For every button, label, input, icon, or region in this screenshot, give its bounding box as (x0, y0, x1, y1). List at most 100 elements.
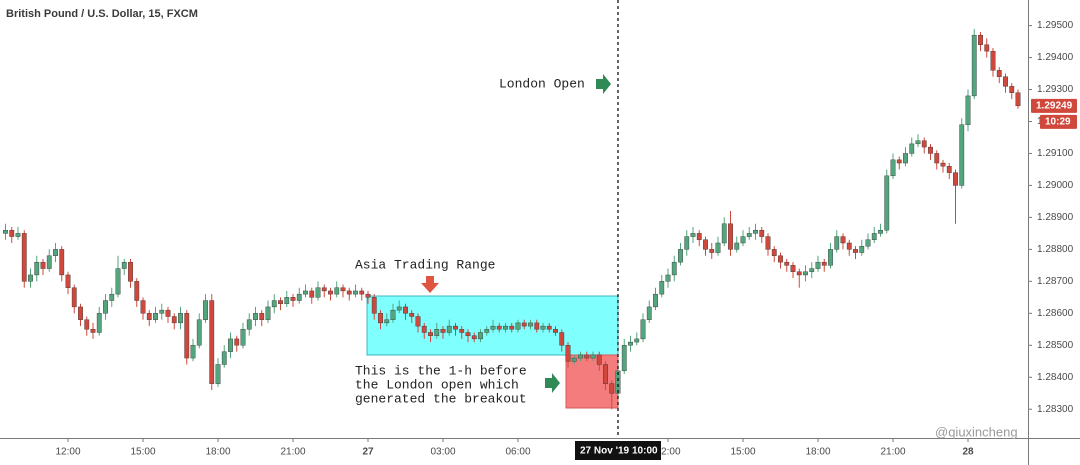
candle-body (771, 249, 777, 256)
candle-body (778, 255, 783, 263)
candle-body (246, 319, 252, 330)
candle-body (503, 325, 508, 330)
candle-body (946, 166, 952, 173)
candle-body (190, 345, 196, 359)
candle-body (165, 309, 171, 317)
candle-body (184, 313, 190, 359)
candle-body (303, 290, 308, 295)
candle-body (528, 322, 533, 327)
candle-body (628, 341, 633, 346)
candle-body (896, 159, 902, 164)
candle-body (540, 325, 546, 330)
candle-body (903, 153, 908, 164)
candle-body (865, 239, 871, 247)
candle-body (109, 293, 115, 301)
candle-body (134, 281, 140, 301)
candle-body (678, 249, 683, 263)
candle-body (446, 325, 452, 333)
candle-body (46, 255, 52, 269)
candle-body (9, 229, 15, 237)
candle-body (996, 70, 1002, 77)
candle-body (146, 313, 152, 320)
candle-body (640, 319, 646, 340)
candle-body (90, 329, 96, 333)
countdown-tag (1040, 114, 1077, 129)
candle-body (784, 261, 790, 266)
candle-body (809, 268, 815, 272)
candle-body (921, 140, 927, 148)
candle-body (603, 364, 608, 384)
candle-body (115, 268, 121, 295)
candle-body (753, 229, 758, 234)
candle-body (384, 319, 390, 324)
x-tick-label: 18:00 (205, 447, 230, 458)
candle-body (334, 287, 340, 295)
x-tick-label: 12:00 (55, 447, 80, 458)
candle-body (984, 44, 990, 52)
candle-body (521, 322, 527, 327)
candle-body (221, 351, 227, 365)
candle-body (884, 175, 890, 231)
price-tag-label: 1.29249 (1036, 100, 1073, 111)
candle-body (296, 293, 302, 301)
crosshair-tag (575, 441, 661, 460)
candle-body (934, 153, 940, 164)
candle-body (103, 300, 108, 314)
x-tick-label: 06:00 (505, 447, 530, 458)
asia-range-label: Asia Trading Range (355, 257, 495, 272)
x-tick-label: 27 (362, 447, 374, 458)
candle-body (590, 354, 596, 359)
candle-body (53, 249, 58, 256)
candle-body (653, 293, 658, 308)
candle-body (534, 322, 540, 330)
y-tick-label: 1.29000 (1037, 180, 1074, 191)
candle-body (759, 229, 765, 237)
candle-body (346, 290, 352, 295)
candle-body (565, 345, 571, 362)
candle-body (646, 306, 652, 320)
candle-body (915, 140, 921, 145)
candle-body (746, 233, 752, 237)
breakout-note-line: generated the breakout (355, 391, 527, 406)
candle-body (665, 274, 671, 282)
candle-body (621, 345, 627, 372)
candle-body (290, 297, 296, 301)
candle-body (671, 261, 677, 276)
candle-body (834, 236, 840, 250)
candle-body (371, 297, 377, 314)
candle-body (196, 319, 202, 346)
candle-body (359, 290, 365, 295)
candle-body (284, 297, 290, 304)
candle-body (734, 242, 740, 250)
candle-body (584, 354, 590, 359)
candle-body (796, 271, 802, 276)
candle-body (634, 338, 640, 343)
breakout-note-line: This is the 1-h before (355, 363, 527, 378)
candle-body (228, 338, 233, 352)
y-tick-label: 1.28500 (1037, 340, 1074, 351)
candle-body (515, 322, 521, 330)
candle-body (340, 287, 346, 292)
y-tick-label: 1.29100 (1037, 148, 1074, 159)
candle-body (546, 325, 552, 330)
price-tag (1031, 98, 1077, 113)
candle-body (3, 229, 8, 234)
candle-body (609, 383, 615, 394)
x-tick-label: 21:00 (280, 447, 305, 458)
candle-body (434, 329, 440, 336)
candle-body (15, 233, 21, 237)
candle-body (353, 290, 358, 295)
candle-body (278, 300, 283, 304)
candle-body (596, 354, 602, 365)
candle-body (765, 236, 771, 250)
candle-body (328, 290, 333, 295)
candle-body (209, 300, 215, 384)
candle-body (171, 316, 177, 324)
y-tick-label: 1.28800 (1037, 244, 1074, 255)
y-tick-label: 1.29500 (1037, 20, 1074, 31)
candle-body (965, 95, 971, 125)
candle-body (253, 313, 258, 320)
candle-body (490, 325, 496, 330)
